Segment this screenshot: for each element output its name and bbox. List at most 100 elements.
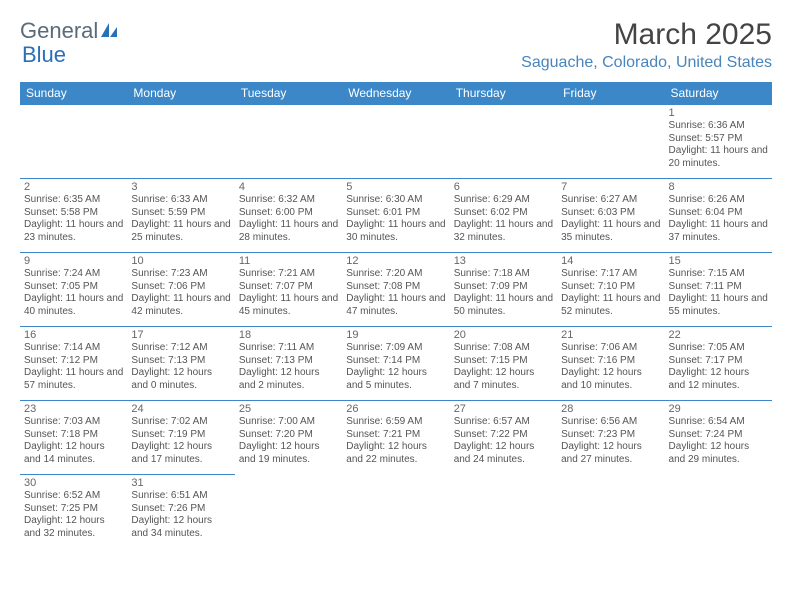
sunset-text: Sunset: 5:59 PM xyxy=(131,207,230,220)
day-number: 20 xyxy=(454,329,553,341)
sunset-text: Sunset: 6:03 PM xyxy=(561,207,660,220)
logo: General xyxy=(20,18,118,44)
day-info: Sunrise: 6:26 AMSunset: 6:04 PMDaylight:… xyxy=(669,194,768,244)
day-number: 21 xyxy=(561,329,660,341)
calendar-day-cell xyxy=(235,105,342,179)
day-number: 25 xyxy=(239,403,338,415)
day-number: 30 xyxy=(24,477,123,489)
day-info: Sunrise: 7:20 AMSunset: 7:08 PMDaylight:… xyxy=(346,268,445,318)
sunset-text: Sunset: 7:12 PM xyxy=(24,355,123,368)
day-number: 9 xyxy=(24,255,123,267)
sunrise-text: Sunrise: 7:14 AM xyxy=(24,342,123,355)
day-info: Sunrise: 6:33 AMSunset: 5:59 PMDaylight:… xyxy=(131,194,230,244)
sunrise-text: Sunrise: 6:30 AM xyxy=(346,194,445,207)
day-info: Sunrise: 7:24 AMSunset: 7:05 PMDaylight:… xyxy=(24,268,123,318)
sunset-text: Sunset: 7:09 PM xyxy=(454,281,553,294)
sunrise-text: Sunrise: 6:51 AM xyxy=(131,490,230,503)
daylight-text: Daylight: 11 hours and 28 minutes. xyxy=(239,219,338,244)
logo-text-general: General xyxy=(20,18,98,44)
calendar-day-cell xyxy=(557,105,664,179)
day-info: Sunrise: 6:56 AMSunset: 7:23 PMDaylight:… xyxy=(561,416,660,466)
weekday-header: Thursday xyxy=(450,82,557,105)
sunset-text: Sunset: 7:19 PM xyxy=(131,429,230,442)
day-number: 16 xyxy=(24,329,123,341)
calendar-day-cell: 6Sunrise: 6:29 AMSunset: 6:02 PMDaylight… xyxy=(450,179,557,253)
daylight-text: Daylight: 12 hours and 12 minutes. xyxy=(669,367,768,392)
daylight-text: Daylight: 12 hours and 34 minutes. xyxy=(131,515,230,540)
calendar-day-cell: 23Sunrise: 7:03 AMSunset: 7:18 PMDayligh… xyxy=(20,401,127,475)
sunset-text: Sunset: 7:24 PM xyxy=(669,429,768,442)
daylight-text: Daylight: 11 hours and 30 minutes. xyxy=(346,219,445,244)
calendar-day-cell: 16Sunrise: 7:14 AMSunset: 7:12 PMDayligh… xyxy=(20,327,127,401)
sunrise-text: Sunrise: 7:18 AM xyxy=(454,268,553,281)
sunset-text: Sunset: 7:14 PM xyxy=(346,355,445,368)
sunset-text: Sunset: 6:01 PM xyxy=(346,207,445,220)
day-info: Sunrise: 7:08 AMSunset: 7:15 PMDaylight:… xyxy=(454,342,553,392)
day-number: 27 xyxy=(454,403,553,415)
header-right: March 2025 Saguache, Colorado, United St… xyxy=(521,18,772,78)
day-info: Sunrise: 7:23 AMSunset: 7:06 PMDaylight:… xyxy=(131,268,230,318)
header: General March 2025 Saguache, Colorado, U… xyxy=(20,18,772,78)
month-title: March 2025 xyxy=(521,18,772,52)
day-number: 15 xyxy=(669,255,768,267)
day-info: Sunrise: 7:14 AMSunset: 7:12 PMDaylight:… xyxy=(24,342,123,392)
weekday-header: Saturday xyxy=(665,82,772,105)
sunrise-text: Sunrise: 7:21 AM xyxy=(239,268,338,281)
calendar-week-row: 16Sunrise: 7:14 AMSunset: 7:12 PMDayligh… xyxy=(20,327,772,401)
sunset-text: Sunset: 7:22 PM xyxy=(454,429,553,442)
sunset-text: Sunset: 5:58 PM xyxy=(24,207,123,220)
day-number: 18 xyxy=(239,329,338,341)
sunset-text: Sunset: 7:07 PM xyxy=(239,281,338,294)
sunrise-text: Sunrise: 7:02 AM xyxy=(131,416,230,429)
sunrise-text: Sunrise: 7:08 AM xyxy=(454,342,553,355)
day-number: 3 xyxy=(131,181,230,193)
calendar-week-row: 1Sunrise: 6:36 AMSunset: 5:57 PMDaylight… xyxy=(20,105,772,179)
sunrise-text: Sunrise: 7:20 AM xyxy=(346,268,445,281)
day-number: 28 xyxy=(561,403,660,415)
sunset-text: Sunset: 6:02 PM xyxy=(454,207,553,220)
sunrise-text: Sunrise: 6:27 AM xyxy=(561,194,660,207)
calendar-day-cell: 19Sunrise: 7:09 AMSunset: 7:14 PMDayligh… xyxy=(342,327,449,401)
day-info: Sunrise: 7:15 AMSunset: 7:11 PMDaylight:… xyxy=(669,268,768,318)
daylight-text: Daylight: 12 hours and 17 minutes. xyxy=(131,441,230,466)
day-info: Sunrise: 6:59 AMSunset: 7:21 PMDaylight:… xyxy=(346,416,445,466)
calendar-day-cell: 5Sunrise: 6:30 AMSunset: 6:01 PMDaylight… xyxy=(342,179,449,253)
day-info: Sunrise: 6:51 AMSunset: 7:26 PMDaylight:… xyxy=(131,490,230,540)
day-info: Sunrise: 7:05 AMSunset: 7:17 PMDaylight:… xyxy=(669,342,768,392)
day-number: 31 xyxy=(131,477,230,489)
calendar-day-cell: 4Sunrise: 6:32 AMSunset: 6:00 PMDaylight… xyxy=(235,179,342,253)
daylight-text: Daylight: 11 hours and 37 minutes. xyxy=(669,219,768,244)
calendar-table: Sunday Monday Tuesday Wednesday Thursday… xyxy=(20,82,772,549)
day-number: 5 xyxy=(346,181,445,193)
calendar-day-cell xyxy=(127,105,234,179)
calendar-day-cell: 22Sunrise: 7:05 AMSunset: 7:17 PMDayligh… xyxy=(665,327,772,401)
daylight-text: Daylight: 11 hours and 55 minutes. xyxy=(669,293,768,318)
day-number: 23 xyxy=(24,403,123,415)
day-number: 2 xyxy=(24,181,123,193)
calendar-day-cell xyxy=(665,475,772,549)
calendar-week-row: 30Sunrise: 6:52 AMSunset: 7:25 PMDayligh… xyxy=(20,475,772,549)
calendar-day-cell: 26Sunrise: 6:59 AMSunset: 7:21 PMDayligh… xyxy=(342,401,449,475)
sunset-text: Sunset: 7:18 PM xyxy=(24,429,123,442)
calendar-day-cell xyxy=(342,475,449,549)
daylight-text: Daylight: 12 hours and 5 minutes. xyxy=(346,367,445,392)
sunrise-text: Sunrise: 6:56 AM xyxy=(561,416,660,429)
day-info: Sunrise: 6:32 AMSunset: 6:00 PMDaylight:… xyxy=(239,194,338,244)
day-number: 10 xyxy=(131,255,230,267)
sunset-text: Sunset: 7:13 PM xyxy=(131,355,230,368)
calendar-day-cell xyxy=(450,475,557,549)
daylight-text: Daylight: 12 hours and 10 minutes. xyxy=(561,367,660,392)
day-info: Sunrise: 6:57 AMSunset: 7:22 PMDaylight:… xyxy=(454,416,553,466)
day-info: Sunrise: 6:54 AMSunset: 7:24 PMDaylight:… xyxy=(669,416,768,466)
calendar-day-cell xyxy=(450,105,557,179)
daylight-text: Daylight: 12 hours and 27 minutes. xyxy=(561,441,660,466)
weekday-header: Wednesday xyxy=(342,82,449,105)
day-info: Sunrise: 7:02 AMSunset: 7:19 PMDaylight:… xyxy=(131,416,230,466)
day-info: Sunrise: 6:30 AMSunset: 6:01 PMDaylight:… xyxy=(346,194,445,244)
calendar-day-cell xyxy=(20,105,127,179)
sunrise-text: Sunrise: 6:52 AM xyxy=(24,490,123,503)
sunrise-text: Sunrise: 7:15 AM xyxy=(669,268,768,281)
sunrise-text: Sunrise: 6:26 AM xyxy=(669,194,768,207)
sunset-text: Sunset: 5:57 PM xyxy=(669,133,768,146)
daylight-text: Daylight: 12 hours and 2 minutes. xyxy=(239,367,338,392)
